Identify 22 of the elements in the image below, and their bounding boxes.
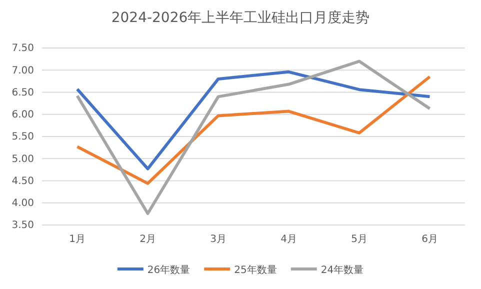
legend-label: 25年数量 [234, 264, 277, 276]
line-series [76, 60, 432, 215]
x-tick-label: 5月 [351, 234, 368, 246]
legend-label: 26年数量 [147, 264, 190, 276]
y-tick-label: 4.00 [12, 198, 34, 210]
y-tick-label: 5.50 [12, 132, 34, 143]
line-series [76, 70, 432, 170]
legend-label: 24年数量 [320, 264, 364, 276]
y-tick-label: 6.50 [12, 87, 34, 98]
y-tick-label: 3.50 [12, 220, 34, 232]
x-tick-label: 4月 [280, 234, 297, 246]
x-tick-label: 6月 [422, 234, 438, 246]
y-tick-label: 7.50 [12, 43, 34, 54]
y-tick-label: 4.50 [12, 176, 34, 187]
x-tick-label: 1月 [69, 234, 86, 246]
y-tick-label: 7.00 [12, 65, 34, 76]
chart-title: 2024-2026年上半年工业硅出口月度走势 [111, 10, 370, 26]
y-tick-label: 5.00 [12, 154, 34, 165]
x-tick-label: 2月 [140, 234, 156, 246]
y-tick-label: 6.00 [12, 110, 34, 121]
x-tick-label: 3月 [210, 234, 226, 246]
line-series [76, 75, 432, 185]
